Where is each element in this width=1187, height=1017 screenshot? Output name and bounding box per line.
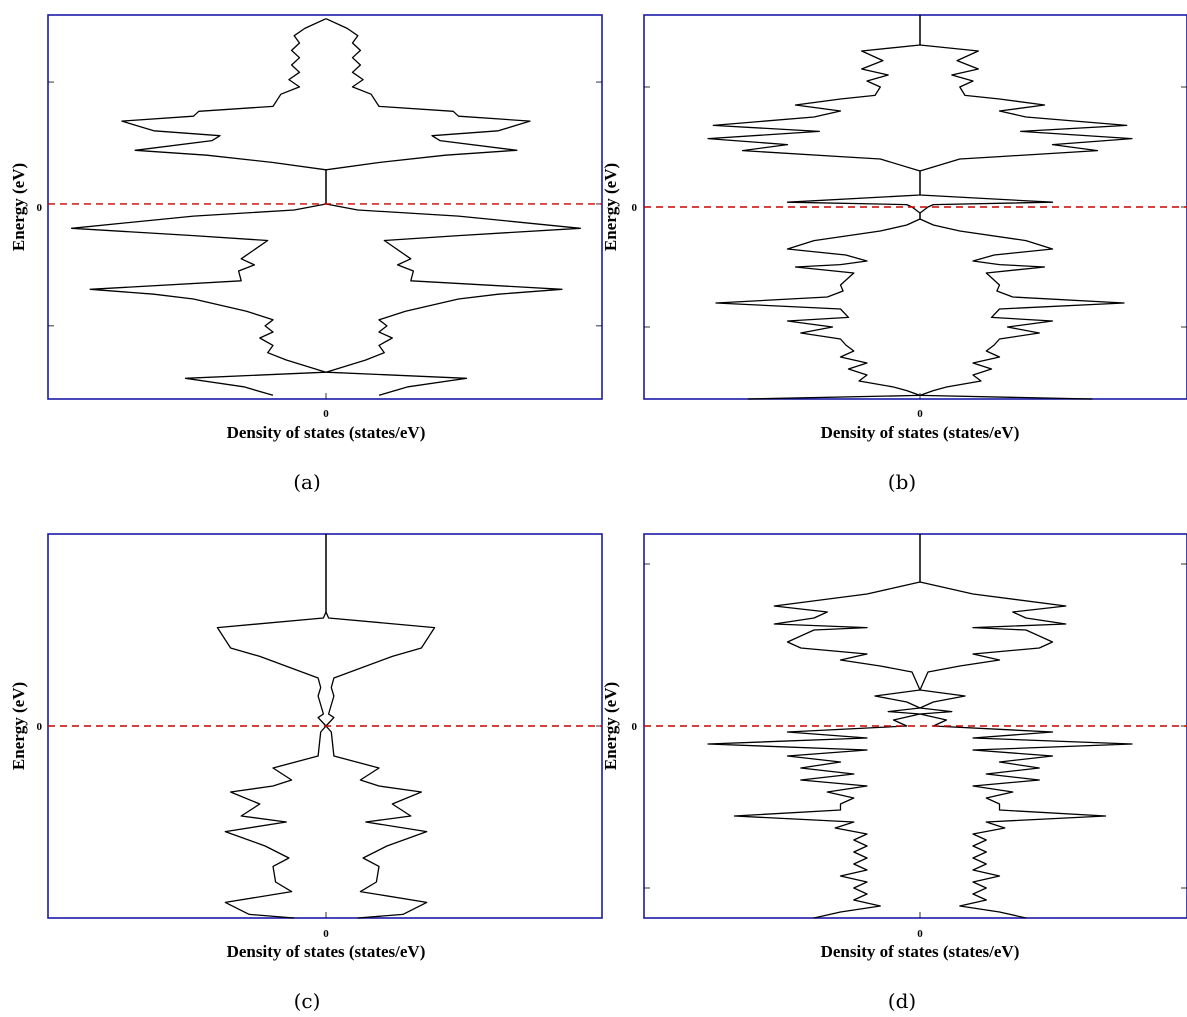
dos-curve-right-b-0	[919, 15, 1133, 400]
plot-area-c	[47, 533, 603, 919]
ytick-label-b: 0	[632, 202, 638, 214]
panel-d: Energy (eV) 0 0 Density of states (state…	[601, 533, 1187, 1013]
dos-curve-right-a-0	[325, 18, 582, 396]
xlabel-b: Density of states (states/eV)	[821, 423, 1020, 442]
panel-c: Energy (eV) 0 0 Density of states (state…	[9, 533, 603, 1013]
plot-area-a	[47, 14, 603, 400]
ylabel-b: Energy (eV)	[601, 163, 620, 251]
caption-b: (b)	[888, 470, 916, 494]
ylabel-c: Energy (eV)	[9, 682, 28, 770]
plot-area-b	[643, 14, 1187, 400]
xlabel-c: Density of states (states/eV)	[227, 942, 426, 961]
panel-b: Energy (eV) 0 0 Density of states (state…	[601, 14, 1187, 494]
xtick-label-b: 0	[917, 408, 923, 420]
caption-a: (a)	[293, 470, 321, 494]
ytick-label-c: 0	[37, 721, 43, 733]
xtick-label-d: 0	[917, 928, 923, 940]
dos-curve-right-d-0	[919, 534, 1133, 919]
dos-curve-left-b-0	[707, 15, 921, 400]
dos-curve-right-c-0	[325, 534, 436, 919]
ytick-label-d: 0	[632, 721, 638, 733]
xtick-label-c: 0	[323, 928, 329, 940]
ytick-label-a: 0	[37, 202, 43, 214]
dos-curve-left-d-0	[707, 534, 921, 919]
axes-frame-a	[47, 14, 603, 400]
plot-area-d	[643, 533, 1187, 919]
caption-c: (c)	[294, 989, 321, 1013]
panel-a: Energy (eV) 0 0 Density of states (state…	[9, 14, 603, 494]
dos-curve-left-c-0	[216, 534, 327, 919]
xlabel-a: Density of states (states/eV)	[227, 423, 426, 442]
ylabel-d: Energy (eV)	[601, 682, 620, 770]
xlabel-d: Density of states (states/eV)	[821, 942, 1020, 961]
ylabel-a: Energy (eV)	[9, 163, 28, 251]
caption-d: (d)	[888, 989, 916, 1013]
dos-curve-left-a-0	[70, 18, 327, 396]
xtick-label-a: 0	[323, 408, 329, 420]
